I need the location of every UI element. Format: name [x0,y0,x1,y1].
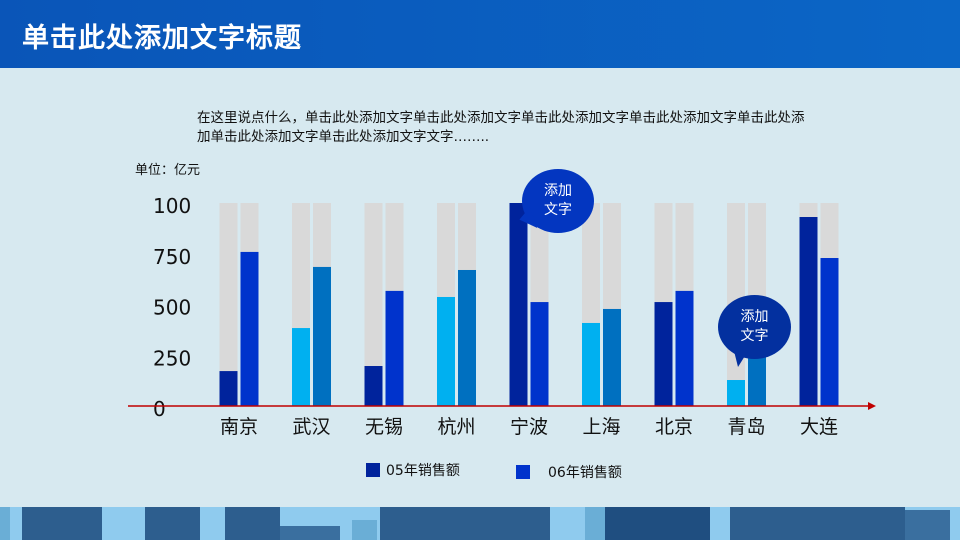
bar-06 [603,308,621,406]
bar-05 [292,328,310,406]
slide-title: 单击此处添加文字标题 [22,23,302,54]
y-tick-label: 750 [153,245,191,269]
bar-05 [799,217,818,406]
callout-text: 添加 文字 [740,309,769,344]
legend-swatch [366,463,380,477]
bar-06 [675,290,694,406]
x-tick-label: 青岛 [727,416,765,438]
callout-bubble: 添加 文字 [718,295,791,367]
x-tick-label: 南京 [220,416,258,438]
bar-06 [240,251,259,406]
bar-05 [437,296,455,406]
legend-label: 06年销售额 [548,465,622,481]
description-text: 在这里说点什么，单击此处添加文字单击此处添加文字单击此处添加文字单击此处添加文字… [197,110,805,145]
y-tick-label: 0 [153,397,166,421]
bar-06 [313,266,331,406]
legend-item-06: 06年销售额 [516,462,622,482]
x-tick-label: 武汉 [292,416,330,438]
callout-bubble: 添加 文字 [516,169,594,233]
x-tick-label: 宁波 [510,416,548,438]
title-bar: 单击此处添加文字标题 [0,0,960,68]
bar-05 [727,380,745,406]
unit-label: 单位：亿元 [135,163,201,178]
legend-swatch [516,465,530,479]
x-tick-label: 大连 [800,416,838,438]
city-skyline-decoration [0,507,960,540]
y-tick-label: 100 [153,194,191,218]
y-tick-label: 500 [153,296,191,320]
y-tick-label: 250 [153,346,191,370]
background-bar [219,203,238,406]
axis-arrow-icon [868,402,876,410]
x-tick-label: 北京 [655,416,693,438]
bar-05 [509,203,528,406]
background-bar [364,203,383,406]
x-tick-label: 杭州 [437,416,475,438]
bar-05 [364,366,383,406]
legend-item-05: 05年销售额 [366,460,460,480]
bar-06 [385,290,404,406]
legend-label: 05年销售额 [386,463,460,479]
x-tick-label: 上海 [582,416,620,438]
x-tick-label: 无锡 [365,416,403,438]
bar-05 [219,371,238,406]
bar-06 [748,357,766,406]
bar-06 [530,302,549,406]
bar-05 [654,302,673,406]
bar-05 [582,322,600,406]
bar-06 [458,269,476,406]
bar-06 [820,258,839,406]
callout-text: 添加 文字 [544,183,572,218]
